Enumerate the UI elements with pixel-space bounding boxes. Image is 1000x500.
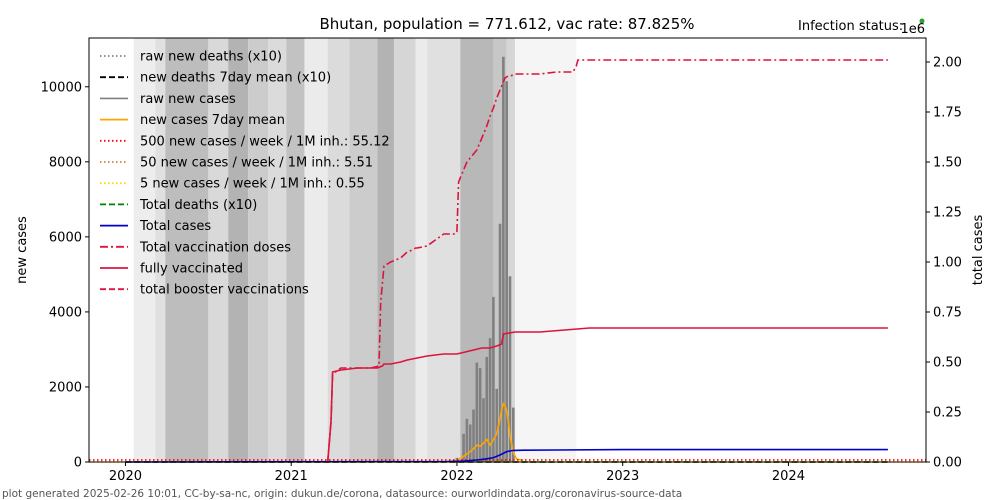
y-left-tick-label-2000: 2000 (49, 380, 82, 395)
legend-label-new-deaths-7day-mean-x10: new deaths 7day mean (x10) (140, 71, 331, 86)
background-band-17 (506, 38, 515, 462)
y-right-tick-label-0.75: 0.75 (933, 306, 962, 321)
background-band-12 (393, 38, 416, 462)
legend-label-total-vaccination-doses: Total vaccination doses (139, 240, 291, 255)
bar-raw-new-cases-10 (488, 338, 492, 462)
series-total-vaccination-doses (326, 59, 888, 463)
y-axis-right-title: total cases (971, 215, 986, 286)
bar-raw-new-cases-12 (495, 388, 499, 462)
bar-raw-new-cases-9 (485, 356, 489, 462)
legend-label-raw-new-deaths-x10: raw new deaths (x10) (140, 50, 282, 65)
y-left-tick-label-8000: 8000 (49, 155, 82, 170)
bar-raw-new-cases-3 (465, 418, 469, 462)
y-left-tick-label-6000: 6000 (49, 230, 82, 245)
legend-label-raw-new-cases: raw new cases (140, 92, 236, 107)
legend-entry-new-cases-7day-mean: new cases 7day mean (100, 113, 285, 128)
background-band-18 (514, 38, 577, 462)
legend-label-50-new-cases-week-1m-inh-5-51: 50 new cases / week / 1M inh.: 5.51 (140, 156, 373, 171)
bar-raw-new-cases-17 (512, 407, 515, 462)
legend-entry-total-cases: Total cases (100, 219, 211, 234)
plot-frame (88, 37, 927, 463)
x-axis: 2020 2021 2022 2023 2024 (109, 462, 805, 484)
y-axis-left-title: new cases (15, 216, 30, 284)
legend-label-total-deaths-x10: Total deaths (x10) (139, 198, 257, 213)
right-axis-multiplier: 1e6 (900, 22, 925, 37)
legend-label-total-cases: Total cases (139, 219, 211, 234)
background-band-1 (155, 38, 166, 462)
background-bands (133, 38, 577, 462)
chart-title: Bhutan, population = 771.612, vac rate: … (319, 15, 694, 33)
bar-raw-new-cases-16 (508, 276, 512, 462)
infection-status-dot (919, 18, 925, 24)
series-total-cases (125, 448, 888, 463)
legend-entry-total-vaccination-doses: Total vaccination doses (100, 240, 291, 255)
legend-label-5-new-cases-week-1m-inh-0-55: 5 new cases / week / 1M inh.: 0.55 (140, 177, 365, 192)
bar-raw-new-cases-5 (472, 409, 475, 462)
footer-credit: plot generated 2025-02-26 10:01, CC-by-s… (2, 488, 682, 500)
legend-label-new-cases-7day-mean: new cases 7day mean (140, 113, 285, 128)
bar-raw-new-cases-4 (468, 424, 472, 462)
bar-raw-new-cases-7 (478, 368, 482, 462)
legend-label-total-booster-vaccinations: total booster vaccinations (140, 283, 309, 298)
bar-raw-new-cases-6 (475, 362, 479, 462)
legend-entry-total-booster-vaccinations: total booster vaccinations (100, 283, 309, 298)
legend-label-fully-vaccinated: fully vaccinated (140, 262, 243, 277)
series-new-cases-7day-mean (448, 402, 524, 463)
background-band-7 (286, 38, 305, 462)
background-band-2 (165, 38, 209, 462)
bar-raw-new-cases-13 (498, 223, 502, 462)
y-right-tick-label-1.50: 1.50 (933, 156, 962, 171)
y-right-tick-label-0.50: 0.50 (933, 356, 962, 371)
background-band-9 (327, 38, 350, 462)
bar-raw-new-cases-15 (505, 81, 508, 462)
y-right-tick-label-0.00: 0.00 (933, 456, 962, 471)
x-tick-label-2024: 2024 (772, 469, 805, 484)
y-right-tick-label-2.00: 2.00 (933, 56, 962, 71)
y-right-tick-label-1.75: 1.75 (933, 106, 962, 121)
background-band-6 (268, 38, 287, 462)
legend-entry-raw-new-deaths-x10: raw new deaths (x10) (100, 50, 282, 65)
background-band-8 (304, 38, 328, 462)
background-band-11 (377, 38, 394, 462)
y-right-tick-label-1.25: 1.25 (933, 206, 962, 221)
bar-raw-new-cases-11 (492, 296, 495, 462)
y-left-tick-label-4000: 4000 (49, 305, 82, 320)
x-tick-label-2020: 2020 (109, 469, 142, 484)
legend-entry-500-new-cases-week-1m-inh-55-12: 500 new cases / week / 1M inh.: 55.12 (100, 134, 390, 149)
background-band-14 (427, 38, 461, 462)
background-band-4 (228, 38, 249, 462)
y-axis-right: 0.00 0.25 0.50 0.75 1.00 1.25 1.50 1.75 2.00 (926, 56, 962, 471)
bar-raw-new-cases-14 (502, 56, 505, 463)
background-band-3 (208, 38, 229, 462)
background-band-10 (349, 38, 378, 462)
infection-status-label: Infection status: (798, 19, 903, 34)
x-tick-label-2022: 2022 (440, 469, 473, 484)
bar-raw-new-cases-8 (482, 398, 485, 462)
bar-raw-new-cases-2 (462, 433, 465, 462)
y-axis-left: 0 2000 4000 6000 8000 10000 (41, 80, 89, 471)
legend-entry-raw-new-cases: raw new cases (100, 92, 236, 107)
y-left-tick-label-0: 0 (74, 456, 82, 471)
legend-label-500-new-cases-week-1m-inh-55-12: 500 new cases / week / 1M inh.: 55.12 (140, 134, 390, 149)
legend: raw new deaths (x10) new deaths 7day mean… (100, 50, 390, 298)
y-right-tick-label-1.00: 1.00 (933, 256, 962, 271)
series-fully-vaccinated (326, 327, 888, 463)
background-band-13 (415, 38, 428, 462)
legend-entry-new-deaths-7day-mean-x10: new deaths 7day mean (x10) (100, 71, 331, 86)
y-right-tick-label-0.25: 0.25 (933, 406, 962, 421)
x-tick-label-2023: 2023 (606, 469, 639, 484)
legend-entry-total-deaths-x10: Total deaths (x10) (100, 198, 257, 213)
legend-entry-fully-vaccinated: fully vaccinated (100, 262, 243, 277)
legend-entry-5-new-cases-week-1m-inh-0-55: 5 new cases / week / 1M inh.: 0.55 (100, 177, 365, 192)
y-left-tick-label-10000: 10000 (41, 80, 82, 95)
background-band-5 (248, 38, 269, 462)
legend-entry-50-new-cases-week-1m-inh-5-51: 50 new cases / week / 1M inh.: 5.51 (100, 156, 373, 171)
x-tick-label-2021: 2021 (275, 469, 308, 484)
background-band-0 (133, 38, 156, 462)
